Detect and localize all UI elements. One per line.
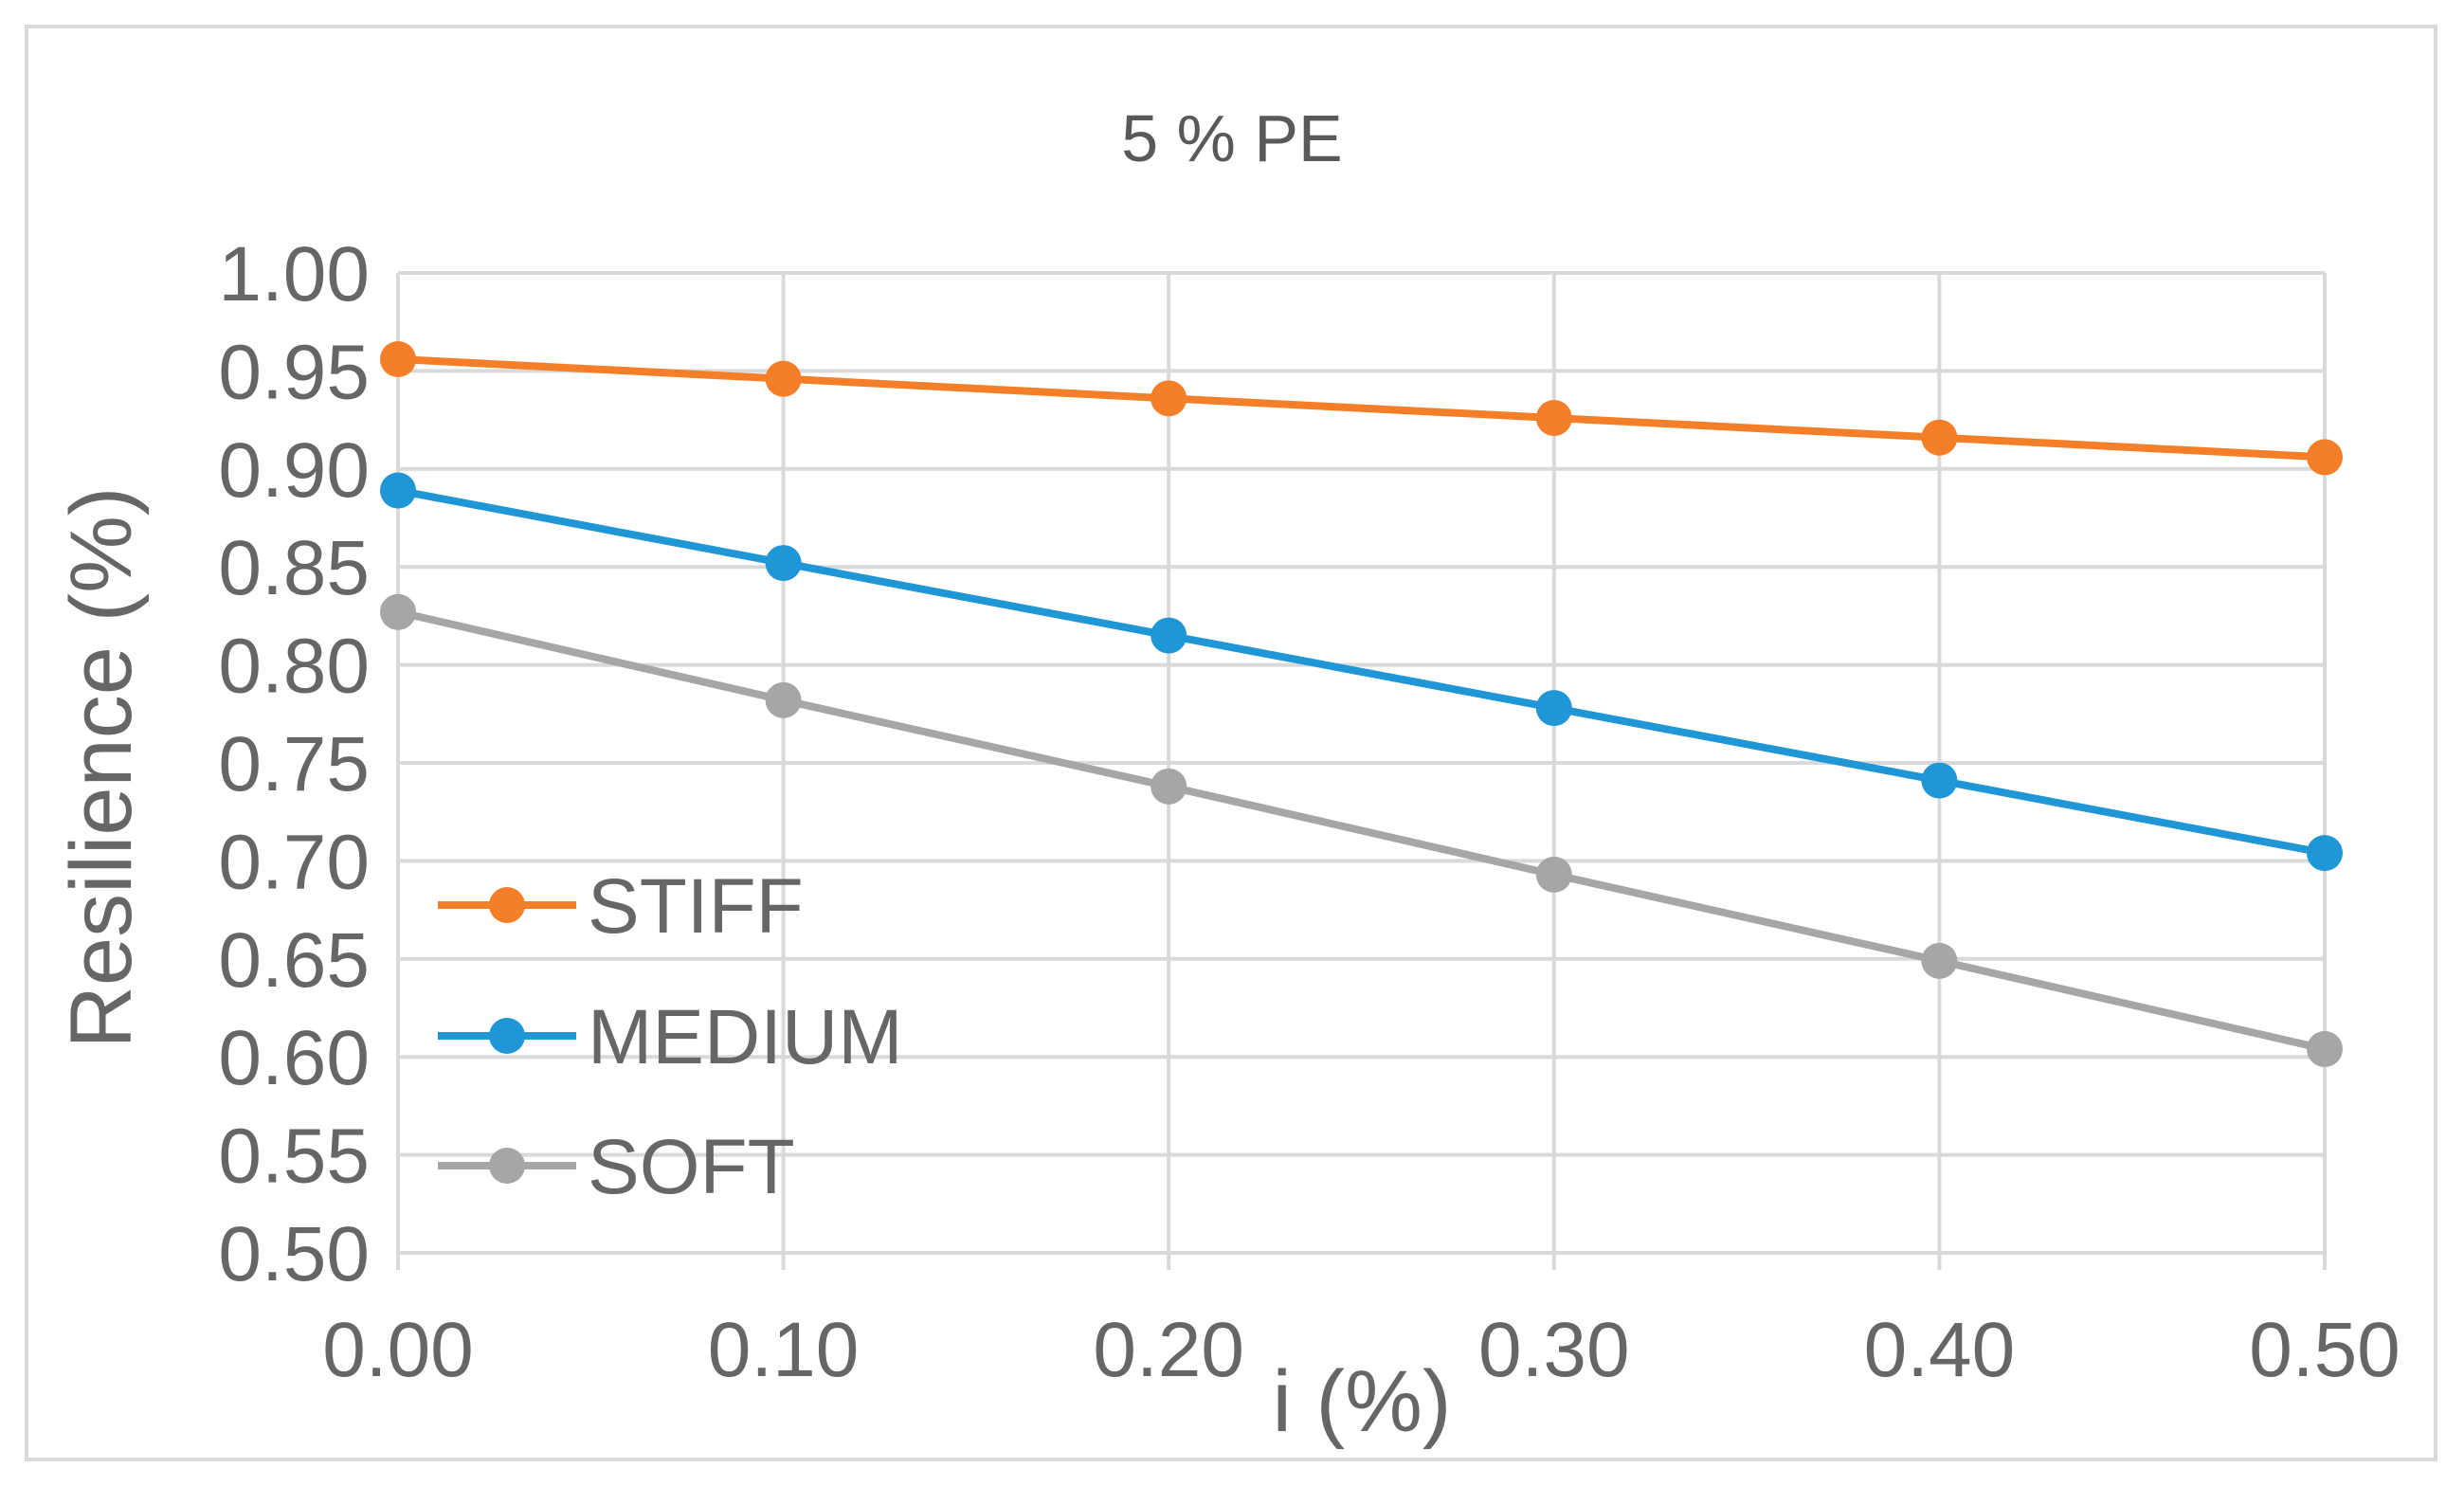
data-point-stiff	[380, 340, 416, 377]
data-point-stiff	[1150, 380, 1187, 417]
data-point-soft	[1150, 768, 1187, 805]
y-axis-label: Resilience (%)	[53, 486, 150, 1048]
x-tick-label: 0.30	[1478, 1307, 1630, 1393]
x-tick-label: 0.10	[708, 1307, 860, 1393]
grid	[396, 271, 2327, 1270]
series-line-stiff	[397, 354, 2326, 462]
data-point-soft	[1535, 856, 1572, 893]
series-group	[380, 340, 2343, 1067]
data-point-medium	[2307, 835, 2343, 872]
legend: STIFF MEDIUM SOFT	[438, 863, 903, 1210]
data-point-stiff	[2307, 439, 2343, 476]
data-point-soft	[1921, 942, 1958, 979]
data-point-medium	[1921, 762, 1958, 799]
y-tick-label: 0.90	[218, 427, 370, 514]
chart-frame	[25, 25, 2437, 1461]
y-tick-label: 0.95	[218, 329, 370, 415]
x-axis-ticks: 0.00 0.10 0.20 0.30 0.40 0.50	[322, 1307, 2401, 1393]
y-tick-label: 0.75	[218, 721, 370, 807]
legend-marker-medium	[489, 1018, 525, 1054]
x-tick-label: 0.50	[2249, 1307, 2401, 1393]
data-point-soft	[2307, 1030, 2343, 1067]
data-point-medium	[380, 472, 416, 509]
y-tick-label: 0.70	[218, 819, 370, 905]
x-tick-label: 0.00	[322, 1307, 474, 1393]
series-line-soft	[397, 607, 2326, 1053]
data-point-stiff	[1921, 419, 1958, 456]
legend-label-stiff: STIFF	[588, 863, 804, 950]
legend-label-medium: MEDIUM	[588, 994, 903, 1080]
y-axis-ticks: 0.50 0.55 0.60 0.65 0.70 0.75 0.80 0.85 0.90 0.95…	[218, 231, 370, 1297]
y-tick-label: 0.65	[218, 917, 370, 1004]
y-tick-label: 0.85	[218, 525, 370, 611]
data-point-medium	[765, 545, 802, 582]
data-point-medium	[1535, 690, 1572, 727]
legend-label-soft: SOFT	[588, 1124, 795, 1210]
data-point-medium	[1150, 617, 1187, 654]
data-point-soft	[765, 681, 802, 718]
x-axis-label: i (%)	[1272, 1353, 1451, 1450]
data-point-soft	[380, 593, 416, 630]
x-tick-label: 0.40	[1864, 1307, 2016, 1393]
y-tick-label: 0.50	[218, 1211, 370, 1297]
chart-title: 5 % PE	[1121, 101, 1342, 175]
data-point-stiff	[1535, 400, 1572, 437]
y-tick-label: 1.00	[218, 231, 370, 317]
series-line-medium	[397, 486, 2326, 858]
x-tick-label: 0.20	[1093, 1307, 1244, 1393]
legend-marker-soft	[489, 1148, 525, 1184]
y-tick-label: 0.55	[218, 1114, 370, 1200]
y-tick-label: 0.80	[218, 624, 370, 710]
data-point-stiff	[765, 360, 802, 397]
y-tick-label: 0.60	[218, 1015, 370, 1101]
legend-marker-stiff	[489, 887, 525, 923]
